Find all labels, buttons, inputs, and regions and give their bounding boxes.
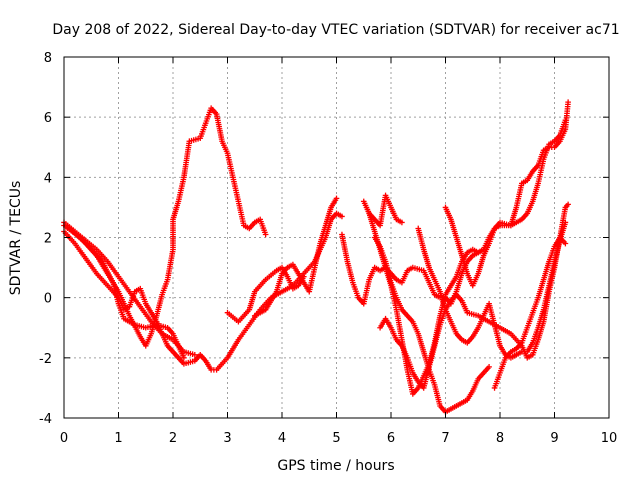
data-point [262,231,269,238]
data-point [192,352,198,358]
x-axis-label: GPS time / hours [277,458,394,474]
y-tick-label: -2 [39,352,52,367]
data-point [562,117,569,123]
y-tick-label: 4 [44,171,52,186]
axis-ticks: 0 1 2 3 4 5 6 7 8 9 10 -4 -2 0 2 4 6 8 [39,51,617,446]
data-point [486,364,492,370]
x-tick-label: 1 [114,431,122,446]
chart-title: Day 208 of 2022, Sidereal Day-to-day VTE… [52,22,619,38]
x-tick-label: 7 [441,431,449,446]
x-tick-label: 4 [278,431,286,446]
x-tick-label: 10 [601,431,618,446]
data-point [562,219,569,226]
x-tick-label: 5 [332,431,340,446]
x-tick-label: 6 [387,431,395,446]
y-tick-label: -4 [39,412,52,427]
data-point [565,201,571,208]
x-tick-label: 8 [496,431,504,446]
x-tick-label: 2 [169,431,177,446]
data-point [399,219,405,226]
y-tick-label: 0 [44,292,52,307]
x-tick-label: 0 [60,431,68,446]
data-points [61,99,571,415]
data-point [339,213,345,220]
data-point [181,355,187,361]
data-point [562,240,569,247]
x-tick-label: 9 [550,431,558,446]
data-point [333,195,340,202]
y-tick-label: 2 [44,232,52,247]
grid [64,57,609,418]
y-axis-label: SDTVAR / TECUs [8,181,24,296]
x-tick-label: 3 [223,431,231,446]
data-point [565,99,571,105]
y-tick-label: 6 [44,111,52,126]
y-tick-label: 8 [44,51,52,66]
